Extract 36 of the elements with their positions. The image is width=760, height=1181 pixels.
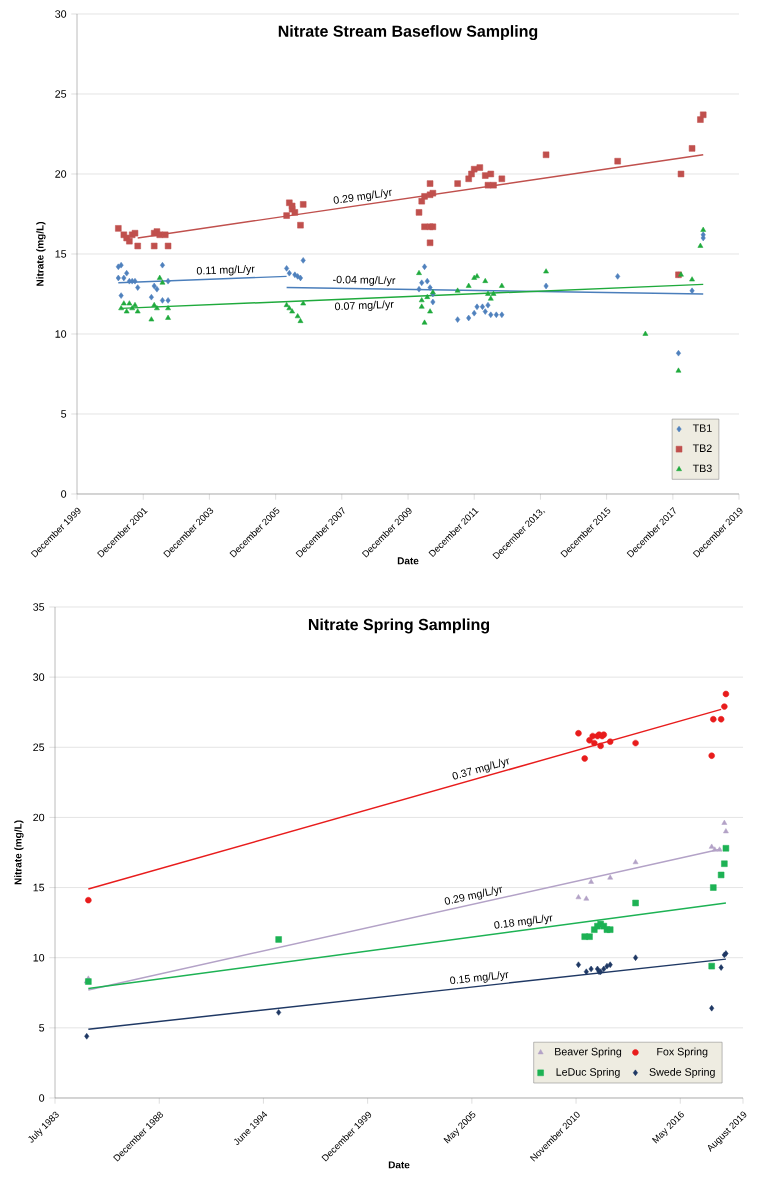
y-tick-label: 5: [39, 1024, 45, 1032]
y-tick-label: 10: [33, 953, 45, 962]
y-tick-label: 20: [33, 813, 45, 822]
x-axis-title: Date: [397, 557, 419, 565]
x-axis-title: Date: [388, 1161, 410, 1169]
annotation: 0.29 mg/L/yr: [333, 189, 392, 204]
legend-label: TB3: [692, 464, 712, 473]
annotation: 0.18 mg/L/yr: [494, 914, 553, 929]
y-tick-label: 10: [55, 330, 67, 338]
y-axis-title: Nitrate (mg/L): [36, 222, 46, 286]
y-tick-label: 15: [33, 883, 45, 892]
y-tick-label: 20: [55, 170, 67, 178]
y-tick-label: 15: [55, 250, 67, 258]
legend-label: Fox Spring: [657, 1047, 708, 1058]
legend-label: Swede Spring: [649, 1067, 715, 1078]
annotation: 0.15 mg/L/yr: [450, 971, 509, 985]
y-tick-label: 30: [33, 673, 45, 681]
y-tick-label: 30: [55, 10, 67, 18]
text: Nitrate Spring Sampling: [308, 618, 490, 634]
y-tick-label: 35: [33, 603, 45, 611]
y-tick-label: 0: [39, 1094, 45, 1102]
y-tick-label: 25: [33, 743, 45, 752]
text: Nitrate Stream Baseflow Sampling: [278, 25, 538, 41]
legend-label: TB2: [692, 444, 712, 452]
y-axis-title: Nitrate (mg/L): [14, 820, 24, 885]
annotation: 0.29 mg/L/yr: [444, 886, 502, 905]
legend-label: LeDuc Spring: [556, 1067, 620, 1078]
y-tick-label: 25: [55, 90, 67, 98]
y-tick-label: 5: [61, 410, 67, 418]
annotation: 0.11 mg/L/yr: [196, 264, 255, 276]
annotation: 0.07 mg/L/yr: [335, 300, 394, 311]
y-tick-label: 0: [61, 490, 67, 498]
legend-label: TB1: [692, 424, 712, 432]
legend-label: Beaver Spring: [555, 1047, 622, 1058]
annotation: -0.04 mg/L/yr: [333, 275, 396, 287]
annotation: 0.37 mg/L/yr: [452, 758, 509, 780]
